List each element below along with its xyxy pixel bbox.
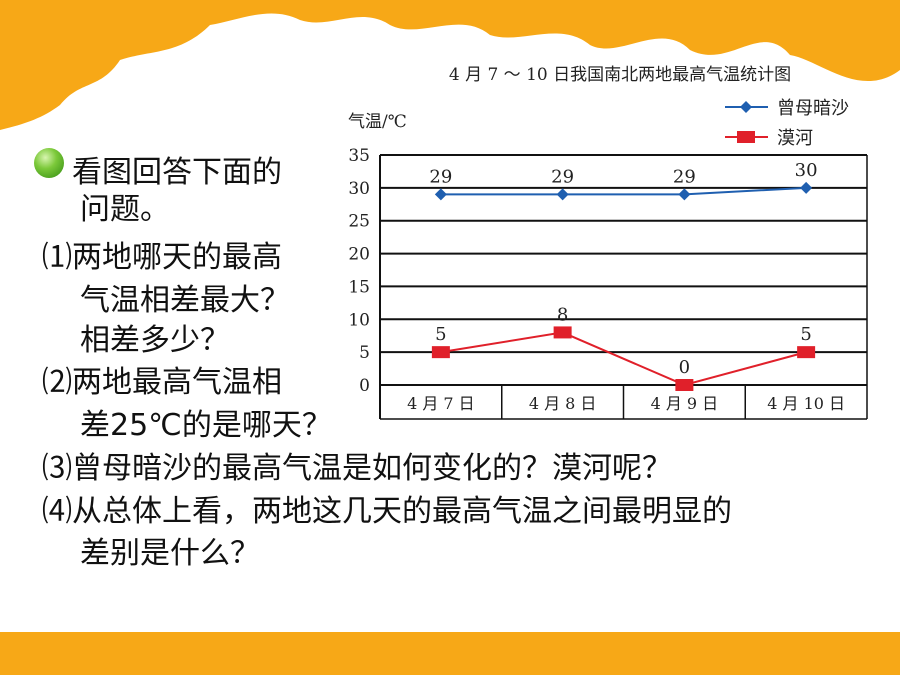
y-tick-label: 5: [359, 343, 370, 363]
data-point-marker: [678, 188, 691, 201]
data-series: 29 29 29 30 5 8 0 5: [429, 160, 818, 391]
question-line: 差别是什么？: [80, 536, 260, 571]
data-label: 29: [429, 166, 452, 187]
data-label: 29: [551, 166, 574, 187]
series-line: [440, 331, 807, 387]
data-point-marker: [797, 346, 816, 359]
x-tick-label: 4 月 7 日: [407, 394, 475, 413]
temperature-line-chart: 4 月 7 ～ 10 日我国南北两地最高气温统计图 气温/℃ 0 5 10 15 20 2…: [348, 65, 868, 420]
data-point-marker: [553, 326, 572, 339]
data-label: 5: [435, 324, 446, 345]
legend-label: 漠河: [777, 128, 813, 149]
y-tick-label: 25: [348, 212, 370, 232]
data-point-marker: [556, 188, 569, 201]
question-line: ⑶曾母暗沙的最高气温是如何变化的？漠河呢？: [42, 451, 672, 486]
x-tick-label: 4 月 8 日: [529, 394, 597, 413]
data-point-marker: [675, 379, 694, 391]
data-point-marker: [800, 181, 813, 194]
question-line: 相差多少？: [80, 323, 230, 358]
legend-label: 曾母暗沙: [777, 98, 849, 119]
question-line: 看图回答下面的: [72, 155, 282, 190]
green-ball-bullet-icon: [34, 148, 64, 178]
x-axis-categories: 4 月 7 日 4 月 8 日 4 月 9 日 4 月 10 日: [407, 394, 845, 413]
question-line: 气温相差最大？: [80, 283, 290, 318]
chart-title: 4 月 7 ～ 10 日我国南北两地最高气温统计图: [449, 65, 791, 85]
decorative-cloud-banner: [0, 0, 900, 130]
question-line: 问题。: [80, 192, 170, 227]
data-point-marker: [434, 188, 447, 201]
question-line: ⑴两地哪天的最高: [42, 240, 282, 275]
legend-marker: [740, 101, 752, 113]
y-tick-label: 10: [348, 310, 370, 330]
data-label: 0: [679, 357, 690, 378]
grid-lines: [379, 154, 868, 420]
bottom-accent-bar: [0, 632, 900, 675]
y-tick-label: 0: [359, 376, 370, 396]
data-label: 8: [557, 304, 568, 325]
y-tick-label: 20: [348, 245, 370, 265]
data-label: 30: [795, 160, 818, 181]
x-tick-label: 4 月 10 日: [767, 394, 845, 413]
y-tick-label: 30: [348, 179, 370, 199]
question-line: ⑵两地最高气温相: [42, 365, 282, 400]
series-line: [440, 186, 807, 196]
data-label: 5: [800, 324, 811, 345]
question-line: 差25℃的是哪天？: [80, 408, 332, 443]
x-tick-label: 4 月 9 日: [651, 394, 719, 413]
y-tick-label: 15: [348, 277, 370, 297]
y-axis-label: 气温/℃: [348, 112, 407, 132]
question-line: ⑷从总体上看，两地这几天的最高气温之间最明显的: [42, 494, 732, 529]
data-point-marker: [431, 346, 450, 359]
legend-marker: [737, 131, 755, 143]
y-tick-label: 35: [348, 146, 370, 166]
y-tick-labels: 0 5 10 15 20 25 30 35: [348, 146, 370, 396]
data-label: 29: [673, 166, 696, 187]
